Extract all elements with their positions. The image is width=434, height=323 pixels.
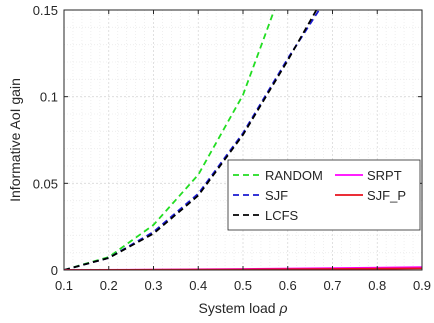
legend-label-lcfs: LCFS: [265, 208, 299, 223]
y-tick-label: 0: [51, 263, 58, 278]
y-tick-label: 0.05: [33, 176, 58, 191]
legend-label-sjf-p: SJF_P: [367, 188, 406, 203]
x-tick-label: 0.9: [413, 278, 431, 293]
ticks: 0.1 0.2 0.3 0.4 0.5 0.6 0.7 0.8 0.9 0 0.05 0.1 0.15: [33, 3, 431, 293]
x-tick-label: 0.8: [368, 278, 386, 293]
legend: RANDOM SJF LCFS SRPT SJF_P: [227, 159, 421, 231]
x-axis-label-text: System load: [199, 300, 276, 316]
y-tick-label: 0.1: [40, 90, 58, 105]
legend-box: [227, 159, 421, 231]
x-tick-label: 0.5: [234, 278, 252, 293]
y-tick-label: 0.15: [33, 3, 58, 18]
x-axis-label-symbol: ρ: [278, 300, 287, 316]
legend-label-srpt: SRPT: [367, 168, 402, 183]
series-line-random: [64, 10, 276, 270]
x-tick-label: 0.6: [279, 278, 297, 293]
legend-label-random: RANDOM: [265, 168, 323, 183]
x-tick-label: 0.4: [189, 278, 207, 293]
x-tick-label: 0.1: [55, 278, 73, 293]
y-axis-label: Informative AoI gain: [7, 78, 23, 202]
x-axis-label: System load ρ: [199, 300, 288, 316]
series-line-sjf: [64, 10, 320, 270]
legend-label-sjf: SJF: [265, 188, 288, 203]
x-tick-label: 0.3: [144, 278, 162, 293]
grid: [63, 9, 423, 271]
x-tick-label: 0.7: [323, 278, 341, 293]
x-tick-label: 0.2: [100, 278, 118, 293]
